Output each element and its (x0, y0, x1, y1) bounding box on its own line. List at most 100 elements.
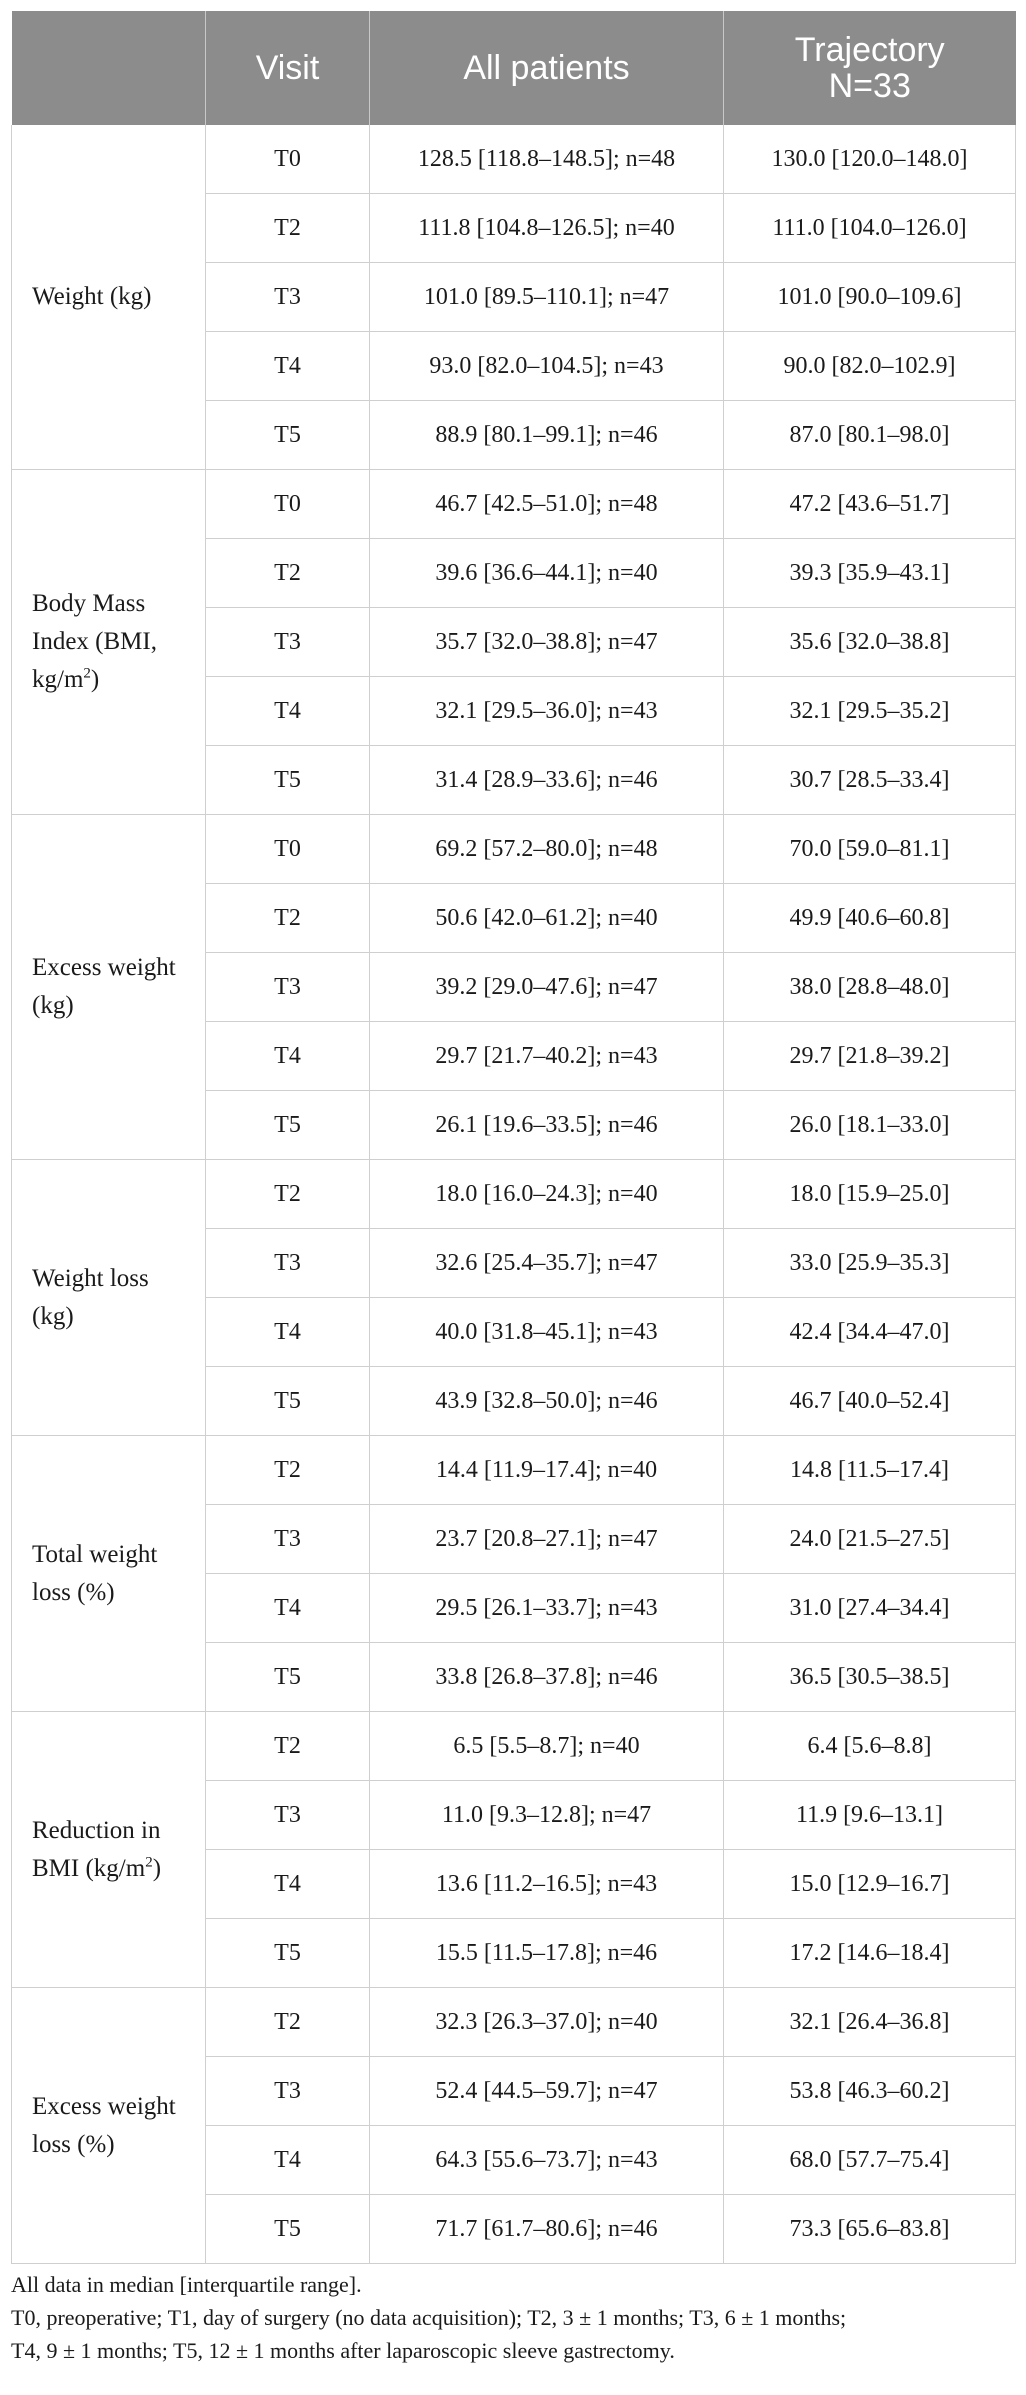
visit-cell: T5 (205, 1642, 370, 1712)
all-patients-cell: 29.7 [21.7–40.2]; n=43 (369, 1021, 724, 1091)
table-row: T3 35.7 [32.0–38.8]; n=47 35.6 [32.0–38.8] (12, 607, 1016, 677)
header-row: Visit All patients Trajectory N=33 (11, 11, 1016, 125)
table-row: Total weight loss (%) T2 14.4 [11.9–17.4];… (11, 1435, 1016, 1712)
all-patients-cell: 29.5 [26.1–33.7]; n=43 (369, 1573, 724, 1643)
table-row: T3 39.2 [29.0–47.6]; n=47 38.0 [28.8–48.0] (12, 952, 1016, 1022)
trajectory-cell: 101.0 [90.0–109.6] (723, 262, 1016, 332)
visit-cell: T4 (205, 1297, 370, 1367)
trajectory-cell: 39.3 [35.9–43.1] (723, 538, 1016, 608)
trajectory-cell: 68.0 [57.7–75.4] (723, 2125, 1016, 2195)
all-patients-cell: 43.9 [32.8–50.0]; n=46 (369, 1366, 724, 1436)
table-footnotes: All data in median [interquartile range]… (11, 2268, 1015, 2367)
all-patients-cell: 13.6 [11.2–16.5]; n=43 (369, 1849, 724, 1919)
visit-cell: T2 (205, 1987, 370, 2057)
visit-cell: T4 (205, 1573, 370, 1643)
all-patients-cell: 69.2 [57.2–80.0]; n=48 (369, 814, 724, 884)
table-row: T3 52.4 [44.5–59.7]; n=47 53.8 [46.3–60.2] (12, 2056, 1016, 2126)
table-row: T5 71.7 [61.7–80.6]; n=46 73.3 [65.6–83.8] (12, 2194, 1016, 2264)
all-patients-cell: 14.4 [11.9–17.4]; n=40 (369, 1435, 724, 1505)
trajectory-cell: 73.3 [65.6–83.8] (723, 2194, 1016, 2264)
table-row: T5 43.9 [32.8–50.0]; n=46 46.7 [40.0–52.4] (12, 1366, 1016, 1436)
table-row: T4 29.7 [21.7–40.2]; n=43 29.7 [21.8–39.2] (12, 1021, 1016, 1091)
trajectory-cell: 6.4 [5.6–8.8] (723, 1711, 1016, 1781)
all-patients-cell: 6.5 [5.5–8.7]; n=40 (369, 1711, 724, 1781)
table-row: T5 26.1 [19.6–33.5]; n=46 26.0 [18.1–33.0] (12, 1090, 1016, 1160)
table-row: T5 33.8 [26.8–37.8]; n=46 36.5 [30.5–38.5] (12, 1642, 1016, 1712)
all-patients-cell: 40.0 [31.8–45.1]; n=43 (369, 1297, 724, 1367)
table-row: T2 50.6 [42.0–61.2]; n=40 49.9 [40.6–60.8] (12, 883, 1016, 953)
trajectory-cell: 11.9 [9.6–13.1] (723, 1780, 1016, 1850)
table-row: T4 40.0 [31.8–45.1]; n=43 42.4 [34.4–47.0] (12, 1297, 1016, 1367)
trajectory-cell: 130.0 [120.0–148.0] (723, 125, 1016, 194)
group-label: Excess weight loss (%) (11, 1987, 206, 2264)
all-patients-cell: 11.0 [9.3–12.8]; n=47 (369, 1780, 724, 1850)
table-row: Weight loss (kg) T2 18.0 [16.0–24.3]; n=40… (11, 1159, 1016, 1436)
all-patients-cell: 52.4 [44.5–59.7]; n=47 (369, 2056, 724, 2126)
header-trajectory: Trajectory N=33 (723, 11, 1016, 125)
trajectory-cell: 17.2 [14.6–18.4] (723, 1918, 1016, 1988)
all-patients-cell: 26.1 [19.6–33.5]; n=46 (369, 1090, 724, 1160)
trajectory-cell: 35.6 [32.0–38.8] (723, 607, 1016, 677)
table-row: Excess weight (kg) T0 69.2 [57.2–80.0]; n=… (11, 814, 1016, 1160)
all-patients-cell: 111.8 [104.8–126.5]; n=40 (369, 193, 724, 263)
visit-cell: T0 (205, 814, 370, 884)
footnote-line-2: T0, preoperative; T1, day of surgery (no… (11, 2305, 847, 2330)
visit-cell: T5 (205, 1366, 370, 1436)
table-body: Weight (kg) T0 128.5 [118.8–148.5]; n=48 13… (11, 125, 1016, 2264)
footnote-line-3: T4, 9 ± 1 months; T5, 12 ± 1 months afte… (11, 2338, 675, 2363)
trajectory-cell: 26.0 [18.1–33.0] (723, 1090, 1016, 1160)
all-patients-cell: 71.7 [61.7–80.6]; n=46 (369, 2194, 724, 2264)
visit-cell: T4 (205, 331, 370, 401)
header-group (11, 11, 206, 125)
all-patients-cell: 128.5 [118.8–148.5]; n=48 (369, 125, 724, 194)
visit-cell: T5 (205, 400, 370, 470)
all-patients-cell: 46.7 [42.5–51.0]; n=48 (369, 469, 724, 539)
table-row: Body Mass Index (BMI, kg/m2) T0 46.7 [42.5… (11, 469, 1016, 815)
visit-cell: T5 (205, 2194, 370, 2264)
visit-cell: T5 (205, 745, 370, 815)
table-row: T2 39.6 [36.6–44.1]; n=40 39.3 [35.9–43.1] (12, 538, 1016, 608)
trajectory-cell: 30.7 [28.5–33.4] (723, 745, 1016, 815)
table-row: Weight (kg) T0 128.5 [118.8–148.5]; n=48 13… (11, 125, 1016, 470)
group-label: Body Mass Index (BMI, kg/m2) (11, 469, 206, 815)
trajectory-cell: 15.0 [12.9–16.7] (723, 1849, 1016, 1919)
all-patients-cell: 33.8 [26.8–37.8]; n=46 (369, 1642, 724, 1712)
all-patients-cell: 93.0 [82.0–104.5]; n=43 (369, 331, 724, 401)
group-label: Weight loss (kg) (11, 1159, 206, 1436)
table-row: Excess weight loss (%) T2 32.3 [26.3–37.0]… (11, 1987, 1016, 2264)
trajectory-cell: 33.0 [25.9–35.3] (723, 1228, 1016, 1298)
visit-cell: T3 (205, 1228, 370, 1298)
all-patients-cell: 88.9 [80.1–99.1]; n=46 (369, 400, 724, 470)
table-row: T3 11.0 [9.3–12.8]; n=47 11.9 [9.6–13.1] (12, 1780, 1016, 1850)
visit-cell: T2 (205, 883, 370, 953)
all-patients-cell: 50.6 [42.0–61.2]; n=40 (369, 883, 724, 953)
trajectory-cell: 42.4 [34.4–47.0] (723, 1297, 1016, 1367)
visit-cell: T2 (205, 538, 370, 608)
visit-cell: T4 (205, 2125, 370, 2195)
trajectory-cell: 29.7 [21.8–39.2] (723, 1021, 1016, 1091)
group-label: Weight (kg) (11, 125, 206, 470)
table-row: T3 32.6 [25.4–35.7]; n=47 33.0 [25.9–35.3] (12, 1228, 1016, 1298)
results-table: Visit All patients Trajectory N=33 Weight… (11, 11, 1016, 2264)
visit-cell: T2 (205, 1159, 370, 1229)
all-patients-cell: 39.2 [29.0–47.6]; n=47 (369, 952, 724, 1022)
all-patients-cell: 39.6 [36.6–44.1]; n=40 (369, 538, 724, 608)
footnote-line-1: All data in median [interquartile range]… (11, 2272, 362, 2297)
table-row: T4 32.1 [29.5–36.0]; n=43 32.1 [29.5–35.2] (12, 676, 1016, 746)
all-patients-cell: 31.4 [28.9–33.6]; n=46 (369, 745, 724, 815)
visit-cell: T3 (205, 1504, 370, 1574)
all-patients-cell: 35.7 [32.0–38.8]; n=47 (369, 607, 724, 677)
trajectory-cell: 36.5 [30.5–38.5] (723, 1642, 1016, 1712)
trajectory-cell: 31.0 [27.4–34.4] (723, 1573, 1016, 1643)
all-patients-cell: 32.3 [26.3–37.0]; n=40 (369, 1987, 724, 2057)
visit-cell: T0 (205, 469, 370, 539)
visit-cell: T0 (205, 125, 370, 194)
visit-cell: T3 (205, 1780, 370, 1850)
group-label: Total weight loss (%) (11, 1435, 206, 1712)
trajectory-cell: 24.0 [21.5–27.5] (723, 1504, 1016, 1574)
trajectory-cell: 32.1 [26.4–36.8] (723, 1987, 1016, 2057)
table-row: T5 88.9 [80.1–99.1]; n=46 87.0 [80.1–98.0] (12, 400, 1016, 470)
visit-cell: T2 (205, 1711, 370, 1781)
table-row: T4 29.5 [26.1–33.7]; n=43 31.0 [27.4–34.4] (12, 1573, 1016, 1643)
